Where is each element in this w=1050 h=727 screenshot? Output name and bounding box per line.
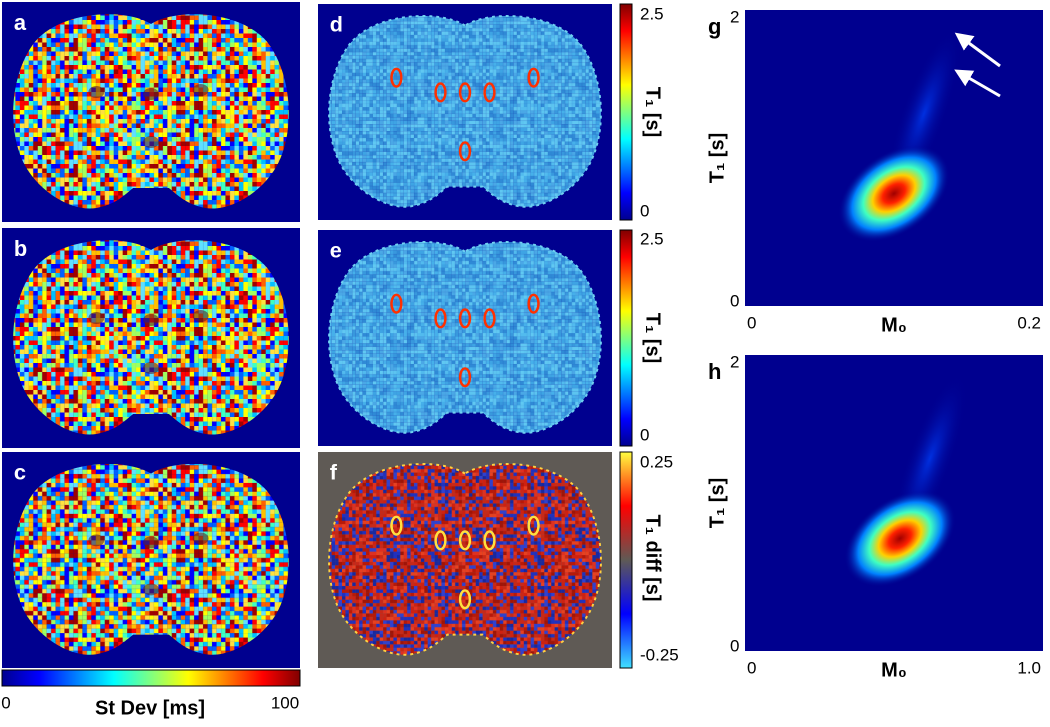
colorbar-title: St Dev [ms] xyxy=(95,697,205,719)
ventricle xyxy=(88,534,105,547)
y-tick-label: 0 xyxy=(730,636,739,655)
ventricle xyxy=(143,583,159,596)
ventricle xyxy=(88,86,105,98)
x-tick-label: 0.2 xyxy=(1017,313,1041,332)
colorbar-title: T₁ [s] xyxy=(642,87,664,138)
y-axis-label: T₁ [s] xyxy=(706,478,728,529)
panel-label: c xyxy=(14,459,26,484)
brain-slice xyxy=(329,241,601,433)
colorbar-min: 0 xyxy=(640,425,649,444)
colorbar-min: 0 xyxy=(1,693,10,712)
colorbar xyxy=(619,3,633,221)
panel-label: g xyxy=(708,14,721,39)
ventricle xyxy=(527,293,540,314)
ventricle xyxy=(390,293,403,314)
brain-image: b xyxy=(2,228,300,448)
ventricle xyxy=(434,530,447,551)
colorbar-title: T₁ diff [s] xyxy=(642,514,664,601)
density-plot: g 2 00 0.2 M₀ T₁ [s] xyxy=(706,7,1043,336)
brain-image: f xyxy=(318,452,612,668)
ventricle xyxy=(434,308,447,329)
brain-slice xyxy=(329,463,601,655)
ventricle xyxy=(483,308,496,329)
ventricle xyxy=(143,88,159,100)
ventricle xyxy=(483,530,496,551)
x-axis-label: M₀ xyxy=(881,659,907,681)
ventricle xyxy=(527,67,540,88)
ventricle xyxy=(527,515,540,536)
colorbar xyxy=(1,669,301,687)
panel-label: e xyxy=(330,237,342,262)
panel-label: b xyxy=(14,236,27,261)
colorbar-max: 2.5 xyxy=(640,4,664,23)
ventricle xyxy=(143,362,159,374)
ventricle xyxy=(458,589,472,610)
density xyxy=(838,145,950,242)
arrow xyxy=(954,69,1001,98)
ventricle xyxy=(458,367,472,388)
y-tick-label: 2 xyxy=(730,352,739,371)
ventricle xyxy=(143,136,159,148)
brain-slice xyxy=(13,240,289,435)
ventricle xyxy=(390,67,403,88)
y-tick-label: 2 xyxy=(730,7,739,26)
y-axis-label: T₁ [s] xyxy=(706,133,728,184)
colorbar-min: 0 xyxy=(640,201,649,220)
density-plot: h 2 00 1.0 M₀ T₁ [s] xyxy=(706,352,1043,681)
ventricle xyxy=(434,82,447,103)
colorbar-max: 0.25 xyxy=(640,452,673,471)
ventricle xyxy=(192,310,209,322)
ventricle xyxy=(192,84,209,96)
density xyxy=(844,490,956,587)
brain-slice xyxy=(13,463,289,655)
brain-slice xyxy=(329,15,601,207)
ventricle xyxy=(458,82,472,103)
ventricle xyxy=(390,515,403,536)
y-tick-label: 0 xyxy=(730,291,739,310)
brain-image: e xyxy=(318,230,612,446)
x-axis-label: M₀ xyxy=(881,314,907,336)
brain-image: d xyxy=(318,4,612,220)
ventricle xyxy=(192,532,209,545)
colorbar xyxy=(619,229,633,447)
colorbar-title: T₁ [s] xyxy=(642,313,664,364)
brain-image: a xyxy=(2,2,300,222)
brain-image: c xyxy=(2,452,300,668)
x-tick-label: 0 xyxy=(747,658,756,677)
arrow xyxy=(954,32,1001,68)
ventricle xyxy=(143,314,159,326)
ventricle xyxy=(458,530,472,551)
ventricle xyxy=(458,308,472,329)
ventricle xyxy=(458,141,472,162)
panel-label: a xyxy=(14,10,27,35)
panel-label: f xyxy=(330,459,338,484)
ventricle xyxy=(143,536,159,549)
x-tick-label: 0 xyxy=(747,313,756,332)
ventricle xyxy=(88,312,105,324)
colorbar-max: 2.5 xyxy=(640,229,664,248)
ventricle xyxy=(483,82,496,103)
colorbar-min: -0.25 xyxy=(640,645,679,664)
panel-label: d xyxy=(330,11,343,36)
x-tick-label: 1.0 xyxy=(1017,658,1041,677)
colorbar-max: 100 xyxy=(271,693,299,712)
image-panels: a b c d e f xyxy=(2,2,612,668)
panel-label: h xyxy=(708,359,721,384)
brain-slice xyxy=(13,14,289,209)
colorbar xyxy=(619,451,633,669)
